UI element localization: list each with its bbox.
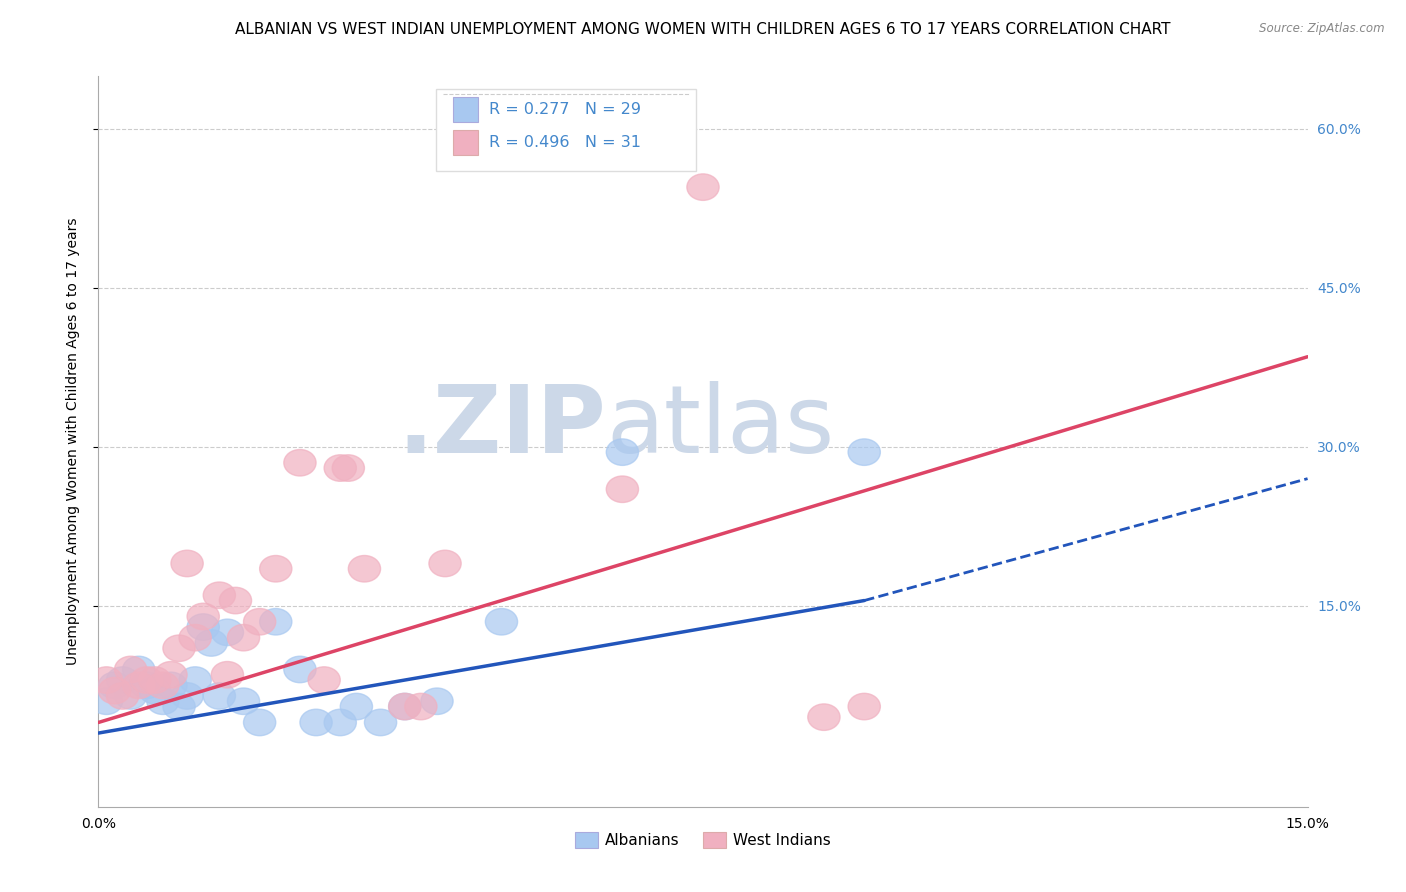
Ellipse shape <box>122 657 155 682</box>
Ellipse shape <box>405 693 437 720</box>
Ellipse shape <box>688 174 718 201</box>
Ellipse shape <box>107 667 139 693</box>
Ellipse shape <box>284 450 316 476</box>
Ellipse shape <box>848 439 880 466</box>
Ellipse shape <box>420 688 453 714</box>
Ellipse shape <box>204 582 235 608</box>
Ellipse shape <box>139 667 172 693</box>
Ellipse shape <box>155 662 187 688</box>
Y-axis label: Unemployment Among Women with Children Ages 6 to 17 years: Unemployment Among Women with Children A… <box>66 218 80 665</box>
Ellipse shape <box>325 709 356 736</box>
Ellipse shape <box>325 455 356 482</box>
Ellipse shape <box>308 667 340 693</box>
Ellipse shape <box>364 709 396 736</box>
Ellipse shape <box>195 630 228 657</box>
Ellipse shape <box>284 657 316 682</box>
Text: Source: ZipAtlas.com: Source: ZipAtlas.com <box>1260 22 1385 36</box>
Ellipse shape <box>332 455 364 482</box>
Ellipse shape <box>98 677 131 704</box>
Ellipse shape <box>388 693 420 720</box>
Ellipse shape <box>219 587 252 614</box>
Text: R = 0.277   N = 29: R = 0.277 N = 29 <box>489 103 641 117</box>
Ellipse shape <box>98 672 131 698</box>
Ellipse shape <box>260 608 292 635</box>
Ellipse shape <box>139 677 172 704</box>
Text: .ZIP: .ZIP <box>398 381 606 473</box>
Ellipse shape <box>211 619 243 646</box>
Ellipse shape <box>349 556 381 582</box>
Ellipse shape <box>228 624 260 651</box>
Ellipse shape <box>485 608 517 635</box>
Ellipse shape <box>228 688 260 714</box>
Ellipse shape <box>122 672 155 698</box>
Text: ALBANIAN VS WEST INDIAN UNEMPLOYMENT AMONG WOMEN WITH CHILDREN AGES 6 TO 17 YEAR: ALBANIAN VS WEST INDIAN UNEMPLOYMENT AMO… <box>235 22 1171 37</box>
Legend: Albanians, West Indians: Albanians, West Indians <box>568 826 838 855</box>
Ellipse shape <box>260 556 292 582</box>
Text: R = 0.496   N = 31: R = 0.496 N = 31 <box>489 136 641 150</box>
Ellipse shape <box>114 657 146 682</box>
Ellipse shape <box>131 672 163 698</box>
Ellipse shape <box>163 635 195 662</box>
Ellipse shape <box>243 709 276 736</box>
Ellipse shape <box>187 614 219 640</box>
Ellipse shape <box>187 603 219 630</box>
Ellipse shape <box>204 682 235 709</box>
Ellipse shape <box>211 662 243 688</box>
Ellipse shape <box>155 672 187 698</box>
Ellipse shape <box>388 693 420 720</box>
Ellipse shape <box>107 682 139 709</box>
Ellipse shape <box>172 682 204 709</box>
Ellipse shape <box>299 709 332 736</box>
Ellipse shape <box>606 476 638 502</box>
Text: atlas: atlas <box>606 381 835 473</box>
Ellipse shape <box>131 667 163 693</box>
Ellipse shape <box>243 608 276 635</box>
Ellipse shape <box>90 667 122 693</box>
Ellipse shape <box>340 693 373 720</box>
Ellipse shape <box>146 672 179 698</box>
Ellipse shape <box>179 667 211 693</box>
Ellipse shape <box>172 550 204 577</box>
Ellipse shape <box>606 439 638 466</box>
Ellipse shape <box>146 688 179 714</box>
Ellipse shape <box>179 624 211 651</box>
Ellipse shape <box>848 693 880 720</box>
Ellipse shape <box>90 688 122 714</box>
Ellipse shape <box>429 550 461 577</box>
Ellipse shape <box>163 693 195 720</box>
Ellipse shape <box>808 704 839 731</box>
Ellipse shape <box>114 682 146 709</box>
